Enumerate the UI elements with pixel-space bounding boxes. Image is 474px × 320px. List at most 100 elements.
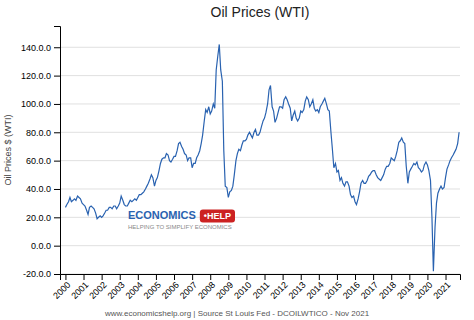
line <box>65 44 459 271</box>
y-tick-label: 40.0.0 <box>26 184 51 194</box>
x-tick-label: 2015 <box>323 280 344 301</box>
plot-area: 2000200120022003200420052006200720082009… <box>21 27 461 302</box>
x-tick: 2010 <box>232 274 253 301</box>
y-axis-title: Oil Prices $ (WTI) <box>3 114 13 185</box>
x-tick-mark <box>120 274 121 280</box>
footer: www.economicshelp.org | Source St Louis … <box>104 309 370 318</box>
x-tick: 2008 <box>196 274 217 301</box>
x-tick-label: 2011 <box>251 280 272 301</box>
x-tick-mark <box>409 274 410 280</box>
y-tick-mark <box>54 132 60 133</box>
x-tick-mark <box>301 274 302 280</box>
x-tick: 2017 <box>359 274 380 301</box>
x-tick-label: 2003 <box>105 280 126 301</box>
x-tick-label: 2014 <box>305 280 326 301</box>
y-tick-mark <box>54 47 60 48</box>
x-tick-label: 2006 <box>160 280 181 301</box>
y-axis-line <box>54 27 61 275</box>
y-tick-mark <box>54 274 60 275</box>
y-tick: -20.0.0 <box>23 269 60 279</box>
x-tick-mark <box>337 274 338 280</box>
y-tick-label: 120.0.0 <box>21 71 51 81</box>
x-tick-mark <box>391 274 392 280</box>
y-tick: 20.0.0 <box>26 213 60 223</box>
grid-line <box>60 103 460 104</box>
x-tick-label: 2001 <box>69 280 90 301</box>
annotation: HELPING TO SIMPLIFY ECONOMICS <box>128 224 232 230</box>
y-tick-mark <box>54 161 60 162</box>
x-tick: 2004 <box>124 274 145 301</box>
x-tick-mark <box>65 274 66 280</box>
x-tick: 2009 <box>214 274 235 301</box>
x-tick-label: 2017 <box>359 280 380 301</box>
x-tick: 2001 <box>69 274 90 301</box>
x-tick-mark <box>228 274 229 280</box>
x-tick-label: 2010 <box>232 280 253 301</box>
x-tick-label: 2005 <box>142 280 163 301</box>
x-tick: 2018 <box>377 274 398 301</box>
y-axis: -20.0.0 0.0.0 20.0.0 40.0.0 60.0.0 80.0.0 100.… <box>21 27 61 280</box>
title: Oil Prices (WTI) <box>211 4 310 20</box>
y-tick-mark <box>54 104 60 105</box>
y-tick-label: 140.0.0 <box>21 43 51 53</box>
series <box>65 44 459 271</box>
x-tick-label: 2007 <box>178 280 199 301</box>
y-tick: 120.0.0 <box>21 71 60 81</box>
x-tick: 2015 <box>323 274 344 301</box>
grid <box>60 47 460 274</box>
grid-line <box>60 217 460 218</box>
grid-line <box>60 160 460 161</box>
logo: ECONOMICS •HELP HELPING TO SIMPLIFY ECONOM… <box>128 209 235 230</box>
x-tick: 2012 <box>268 274 289 301</box>
annotation: ECONOMICS <box>128 209 196 221</box>
x-axis: 2000200120022003200420052006200720082009… <box>51 274 460 301</box>
x-tick-mark <box>156 274 157 280</box>
badge-background <box>200 209 235 222</box>
x-tick: 2007 <box>178 274 199 301</box>
grid-line <box>60 47 460 48</box>
x-tick-mark <box>138 274 139 280</box>
x-tick-label: 2012 <box>268 280 289 301</box>
y-tick-label: 20.0.0 <box>26 213 51 223</box>
x-tick-label: 2000 <box>51 280 72 301</box>
x-tick-mark <box>192 274 193 280</box>
x-tick-mark <box>283 274 284 280</box>
x-tick-label: 2013 <box>286 280 307 301</box>
x-tick-label: 2002 <box>87 280 108 301</box>
x-tick-label: 2009 <box>214 280 235 301</box>
y-tick-mark <box>54 246 60 247</box>
x-tick-label: 2018 <box>377 280 398 301</box>
x-tick: 2011 <box>251 274 272 301</box>
x-tick-label: 2016 <box>341 280 362 301</box>
x-tick: 2005 <box>142 274 163 301</box>
y-tick-mark <box>54 189 60 190</box>
y-tick-label: -20.0.0 <box>23 269 51 279</box>
x-tick-mark <box>265 274 266 280</box>
annotation: •HELP <box>204 211 231 221</box>
chart: 2000200120022003200420052006200720082009… <box>0 0 474 320</box>
x-tick: 2016 <box>341 274 362 301</box>
y-tick: 100.0.0 <box>21 99 60 109</box>
grid-line <box>60 75 460 76</box>
y-tick-label: 0.0.0 <box>31 241 51 251</box>
x-tick: 2020 <box>413 274 434 301</box>
x-tick-label: 2008 <box>196 280 217 301</box>
x-tick: 2019 <box>395 274 416 301</box>
x-tick: 2013 <box>286 274 307 301</box>
x-tick-mark <box>427 274 428 280</box>
y-tick: 80.0.0 <box>26 128 60 138</box>
x-tick: 2014 <box>305 274 326 301</box>
y-tick-mark <box>54 217 60 218</box>
x-tick-label: 2020 <box>413 280 434 301</box>
x-tick: 2003 <box>105 274 126 301</box>
x-tick: 2002 <box>87 274 108 301</box>
x-tick-mark <box>246 274 247 280</box>
x-tick-mark <box>319 274 320 280</box>
y-tick-label: 60.0.0 <box>26 156 51 166</box>
y-tick: 140.0.0 <box>21 43 60 53</box>
badge: •HELP <box>200 209 235 222</box>
x-tick-mark <box>102 274 103 280</box>
grid-line <box>60 188 460 189</box>
y-tick: 60.0.0 <box>26 156 60 166</box>
x-tick-label: 2004 <box>124 280 145 301</box>
